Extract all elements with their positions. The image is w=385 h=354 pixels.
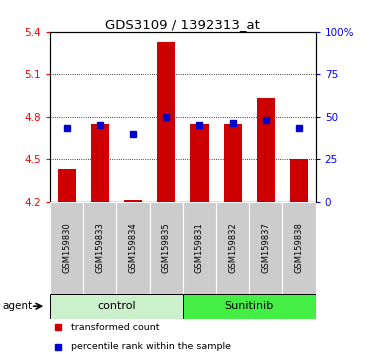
Bar: [91, 124, 109, 202]
Bar: [50, 202, 83, 294]
Text: GSM159837: GSM159837: [261, 222, 270, 273]
Bar: [50, 294, 183, 319]
Text: GSM159832: GSM159832: [228, 222, 237, 273]
Bar: [183, 202, 216, 294]
Text: GSM159835: GSM159835: [162, 222, 171, 273]
Text: GSM159830: GSM159830: [62, 222, 71, 273]
Bar: [190, 124, 209, 202]
Text: GSM159834: GSM159834: [129, 222, 137, 273]
Bar: [249, 202, 283, 294]
Bar: [116, 202, 150, 294]
Text: GSM159833: GSM159833: [95, 222, 104, 273]
Bar: [124, 200, 142, 202]
Title: GDS3109 / 1392313_at: GDS3109 / 1392313_at: [105, 18, 260, 31]
Text: transformed count: transformed count: [71, 323, 160, 332]
Text: GSM159838: GSM159838: [295, 222, 304, 273]
Text: agent: agent: [2, 301, 32, 311]
Text: GSM159831: GSM159831: [195, 222, 204, 273]
Bar: [83, 202, 116, 294]
Text: control: control: [97, 301, 136, 311]
Bar: [290, 159, 308, 202]
Bar: [216, 202, 249, 294]
Bar: [224, 124, 242, 202]
Text: Sunitinib: Sunitinib: [225, 301, 274, 311]
Bar: [283, 202, 316, 294]
Bar: [57, 169, 76, 202]
Bar: [150, 202, 183, 294]
Bar: [157, 42, 176, 202]
Text: percentile rank within the sample: percentile rank within the sample: [71, 342, 231, 352]
Bar: [183, 294, 316, 319]
Bar: [257, 98, 275, 202]
